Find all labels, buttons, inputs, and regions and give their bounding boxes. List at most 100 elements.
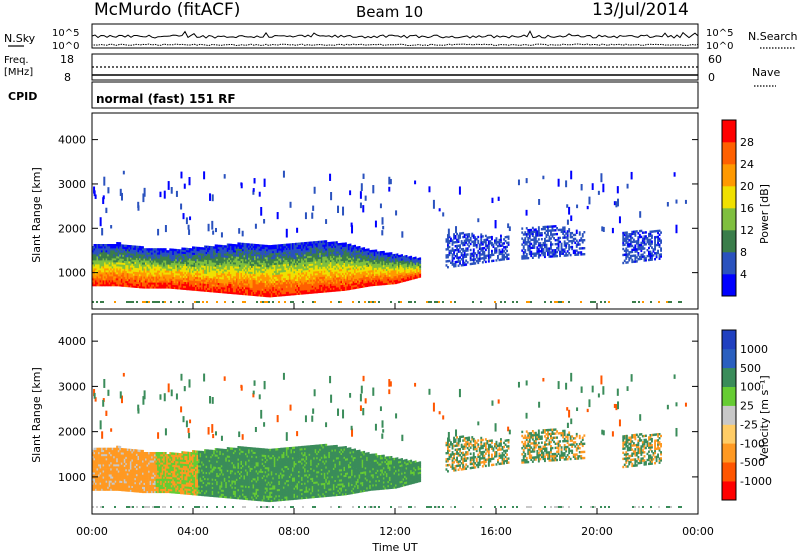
power-cell — [216, 256, 219, 259]
power-cell — [101, 283, 103, 287]
power-cell — [257, 288, 259, 291]
power-cell — [142, 266, 144, 269]
power-cell — [176, 273, 179, 276]
power-cell — [408, 262, 411, 265]
power-cell — [399, 264, 402, 267]
power-cell — [199, 257, 202, 260]
power-cell — [229, 287, 232, 290]
power-cell — [195, 278, 197, 281]
power-cell — [457, 234, 460, 237]
power-cell — [279, 268, 282, 271]
power-cell — [342, 272, 344, 275]
power-cell — [192, 248, 194, 251]
power-cell — [193, 248, 196, 251]
power-cell — [301, 268, 303, 271]
power-cell — [119, 272, 122, 275]
power-cell — [288, 259, 291, 262]
power-cell — [254, 293, 256, 297]
power-cell — [469, 256, 472, 260]
power-cell — [308, 267, 311, 270]
power-cell — [472, 248, 475, 251]
power-cell — [284, 249, 287, 253]
power-cell — [363, 265, 366, 268]
power-cell — [475, 238, 478, 241]
power-cell — [335, 271, 338, 274]
power-cell — [267, 257, 270, 260]
power-cell — [345, 270, 347, 273]
power-cell — [348, 287, 350, 291]
power-cell — [413, 265, 416, 268]
power-cell — [255, 271, 258, 275]
power-cell — [251, 247, 253, 250]
power-cell — [160, 280, 163, 283]
power-cell — [314, 279, 317, 282]
power-cell — [466, 235, 469, 238]
power-cell — [181, 247, 184, 250]
power-cell — [323, 262, 326, 265]
power-cell — [348, 265, 350, 269]
power-cell — [196, 264, 199, 268]
power-cell — [181, 255, 184, 258]
power-cell — [338, 272, 341, 276]
power-cell — [190, 270, 193, 273]
power-cell — [193, 274, 196, 277]
power-cell — [290, 253, 293, 256]
power-cell — [366, 258, 369, 261]
power-cell — [239, 268, 241, 271]
power-cell — [305, 265, 308, 269]
power-cell — [304, 285, 306, 289]
power-cell — [135, 275, 138, 278]
power-cell — [293, 288, 296, 292]
power-cell — [228, 247, 231, 250]
power-cell — [134, 261, 137, 264]
power-cell — [393, 259, 396, 263]
power-cell — [298, 280, 300, 283]
power-cell — [269, 275, 272, 278]
power-cell — [181, 249, 184, 252]
power-cell — [196, 288, 199, 292]
power-cell — [373, 271, 376, 274]
power-cell — [129, 283, 132, 286]
power-cell — [295, 278, 297, 282]
power-cell — [319, 266, 322, 270]
power-cell — [282, 285, 285, 289]
power-cell — [213, 252, 216, 255]
power-cell — [223, 265, 226, 268]
power-cell — [225, 275, 228, 278]
power-cell — [326, 268, 329, 271]
power-cell — [157, 264, 159, 267]
power-cell — [139, 285, 141, 289]
power-cell — [151, 252, 153, 255]
power-cell — [363, 251, 366, 254]
power-cell — [358, 260, 361, 263]
power-cell — [117, 280, 120, 283]
power-cell — [478, 251, 481, 254]
power-cell — [239, 260, 241, 263]
power-cell — [114, 260, 117, 263]
power-cell — [366, 282, 369, 285]
power-cell — [338, 262, 341, 266]
power-cell — [202, 269, 205, 272]
power-cell — [155, 252, 158, 255]
power-cell — [260, 268, 263, 271]
power-cell — [187, 263, 190, 267]
power-cell — [417, 257, 420, 261]
power-cell — [381, 253, 384, 256]
power-cell — [195, 264, 197, 267]
power-cell — [226, 267, 229, 270]
power-cell — [393, 281, 396, 285]
power-cell — [248, 287, 250, 290]
power-cell — [243, 252, 246, 256]
power-cell — [342, 260, 344, 264]
power-cell — [185, 257, 188, 261]
power-cell — [273, 282, 276, 285]
power-cell — [279, 252, 282, 255]
power-cell — [326, 274, 329, 277]
power-cell — [126, 280, 129, 284]
power-cell — [352, 283, 355, 286]
power-cell — [337, 283, 340, 286]
power-cell — [242, 292, 244, 296]
power-cell — [96, 260, 99, 263]
power-cell — [179, 259, 182, 262]
power-cell — [251, 273, 253, 276]
